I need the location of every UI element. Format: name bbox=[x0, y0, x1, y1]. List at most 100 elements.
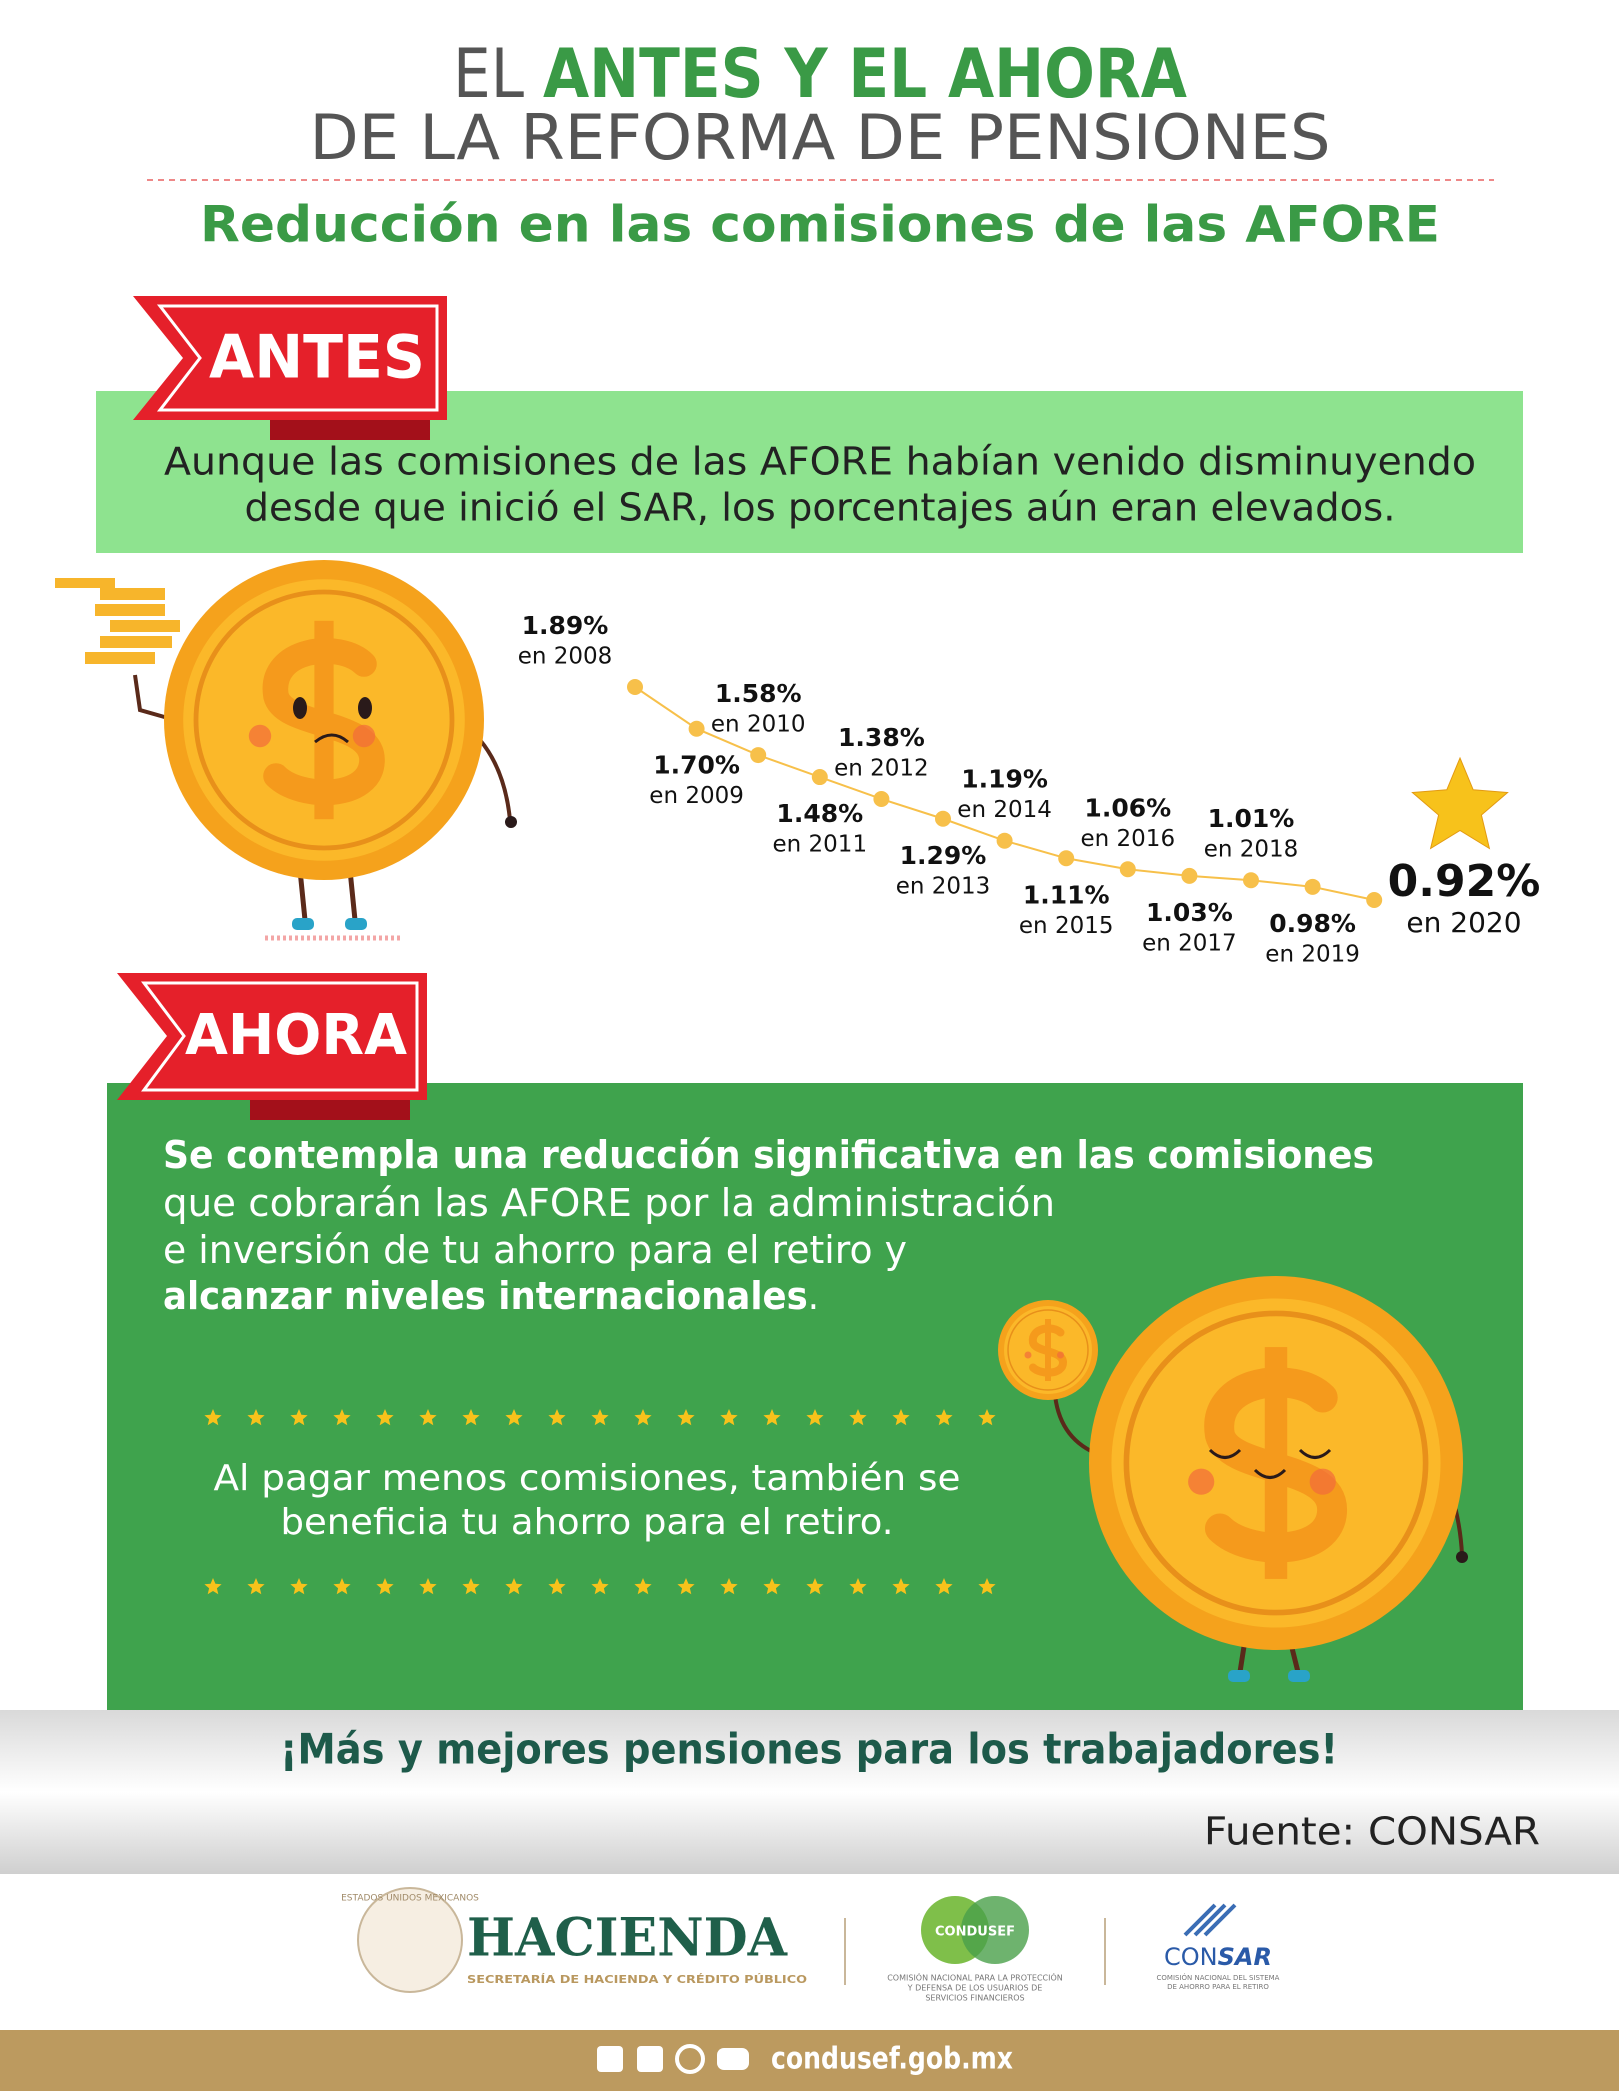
chart: 1.89% en 2008 1.70% en 2009 1.58% en 2010 1.48… bbox=[518, 611, 1541, 967]
star bbox=[462, 1409, 480, 1426]
star bbox=[978, 1578, 996, 1595]
hacienda-logo: HACIENDA bbox=[467, 1908, 788, 1969]
ahora-note: beneficia tu ahorro para el retiro. bbox=[281, 1502, 894, 1543]
antes-label: ANTES bbox=[209, 323, 425, 393]
consar-sub: COMISIÓN NACIONAL DEL SISTEMA bbox=[1157, 1973, 1280, 1982]
value-label: 1.58% bbox=[715, 679, 802, 708]
footer-bar bbox=[0, 2030, 1619, 2091]
star bbox=[548, 1409, 566, 1426]
value-label: 1.01% bbox=[1208, 804, 1295, 833]
value-label: 1.38% bbox=[838, 723, 925, 752]
star bbox=[763, 1409, 781, 1426]
star bbox=[892, 1578, 910, 1595]
value-label: 1.48% bbox=[776, 799, 863, 828]
category-label: en 2015 bbox=[1019, 913, 1114, 939]
star bbox=[548, 1578, 566, 1595]
consar-sub: DE AHORRO PARA EL RETIRO bbox=[1167, 1983, 1269, 1991]
category-label: en 2017 bbox=[1142, 930, 1237, 956]
slogan: ¡Más y mejores pensiones para los trabaj… bbox=[280, 1725, 1338, 1774]
consar-b: SAR bbox=[1218, 1943, 1272, 1971]
star bbox=[720, 1409, 738, 1426]
star bbox=[376, 1409, 394, 1426]
antes-ribbon bbox=[133, 296, 447, 420]
category-label: en 2016 bbox=[1081, 826, 1176, 852]
data-point bbox=[1243, 872, 1259, 889]
star bbox=[333, 1578, 351, 1595]
category-label: en 2020 bbox=[1406, 906, 1521, 939]
consar-logo: CONSAR bbox=[1164, 1943, 1272, 1971]
category-label: en 2012 bbox=[834, 755, 929, 781]
star bbox=[505, 1409, 523, 1426]
ahora-segment: que cobrarán las AFORE por la administra… bbox=[163, 1181, 1055, 1225]
category-label: en 2011 bbox=[773, 832, 868, 858]
ahora-segment: Se contempla una reducción significativa… bbox=[163, 1133, 1374, 1177]
condusef-sub: COMISIÓN NACIONAL PARA LA PROTECCIÓN bbox=[887, 1972, 1063, 1983]
category-label: en 2009 bbox=[649, 783, 744, 809]
data-point bbox=[1181, 867, 1198, 884]
star bbox=[634, 1578, 652, 1595]
star bbox=[892, 1409, 910, 1426]
data-point bbox=[688, 720, 705, 737]
antes-text: desde que inició el SAR, los porcentajes… bbox=[245, 486, 1396, 530]
star bbox=[204, 1409, 222, 1426]
data-point bbox=[996, 832, 1013, 849]
data-point bbox=[1366, 892, 1383, 908]
star bbox=[505, 1578, 523, 1595]
band-edge bbox=[107, 1707, 1523, 1710]
value-label: 1.89% bbox=[522, 611, 609, 640]
star bbox=[763, 1578, 781, 1595]
data-point bbox=[1058, 850, 1075, 867]
value-label: 1.19% bbox=[961, 765, 1048, 794]
value-label: 1.11% bbox=[1023, 880, 1110, 909]
star bbox=[634, 1409, 652, 1426]
coin-happy bbox=[998, 1276, 1468, 1682]
data-point bbox=[811, 769, 828, 786]
consar-a: CON bbox=[1164, 1943, 1218, 1971]
data-point bbox=[750, 747, 767, 764]
ahora-segment: . bbox=[808, 1274, 819, 1318]
star bbox=[677, 1578, 695, 1595]
ribbon-border bbox=[156, 304, 439, 412]
facebook-icon[interactable] bbox=[597, 2046, 623, 2072]
twitter-icon[interactable] bbox=[637, 2046, 663, 2072]
ahora-segment: alcanzar niveles internacionales bbox=[163, 1274, 808, 1318]
category-label: en 2014 bbox=[957, 797, 1052, 823]
condusef-sub: Y DEFENSA DE LOS USUARIOS DE bbox=[907, 1984, 1043, 1993]
value-label: 1.06% bbox=[1084, 793, 1171, 822]
star bbox=[290, 1409, 308, 1426]
ribbon-border bbox=[140, 981, 419, 1092]
condusef-mark bbox=[961, 1896, 1029, 1964]
value-label: 0.92% bbox=[1388, 856, 1541, 907]
category-label: en 2019 bbox=[1265, 941, 1360, 967]
data-point bbox=[1304, 878, 1321, 895]
value-label: 1.70% bbox=[653, 751, 740, 780]
ahora-text: Se contempla una reducción significativa… bbox=[163, 1133, 1374, 1318]
ribbon-fold bbox=[250, 1100, 410, 1120]
data-point bbox=[935, 810, 951, 827]
star bbox=[419, 1409, 437, 1426]
condusef-logo: CONDUSEF bbox=[935, 1925, 1015, 1940]
title: EL ANTES Y EL AHORA bbox=[453, 35, 1187, 114]
value-label: 1.29% bbox=[900, 841, 987, 870]
ahora-note: Al pagar menos comisiones, también se bbox=[214, 1458, 961, 1499]
star bbox=[677, 1409, 695, 1426]
coin-sad bbox=[55, 560, 517, 938]
youtube-icon[interactable] bbox=[717, 2048, 749, 2070]
stars bbox=[204, 1409, 996, 1595]
star bbox=[591, 1578, 609, 1595]
ahora-line: que cobrarán las AFORE por la administra… bbox=[163, 1181, 1055, 1225]
instagram-icon[interactable] bbox=[675, 2044, 705, 2074]
star bbox=[591, 1409, 609, 1426]
category-label: en 2008 bbox=[518, 644, 613, 670]
condusef-sub: SERVICIOS FINANCIEROS bbox=[925, 1994, 1024, 2003]
ahora-segment: e inversión de tu ahorro para el retiro … bbox=[163, 1228, 907, 1272]
website[interactable]: condusef.gob.mx bbox=[771, 2042, 1013, 2077]
seal-text: ESTADOS UNIDOS MEXICANOS bbox=[341, 1894, 479, 1904]
star bbox=[247, 1578, 265, 1595]
star bbox=[333, 1409, 351, 1426]
star bbox=[720, 1578, 738, 1595]
category-label: en 2018 bbox=[1204, 837, 1299, 863]
hacienda-sub: SECRETARÍA DE HACIENDA Y CRÉDITO PÚBLICO bbox=[467, 1973, 807, 1986]
star bbox=[1411, 756, 1509, 850]
